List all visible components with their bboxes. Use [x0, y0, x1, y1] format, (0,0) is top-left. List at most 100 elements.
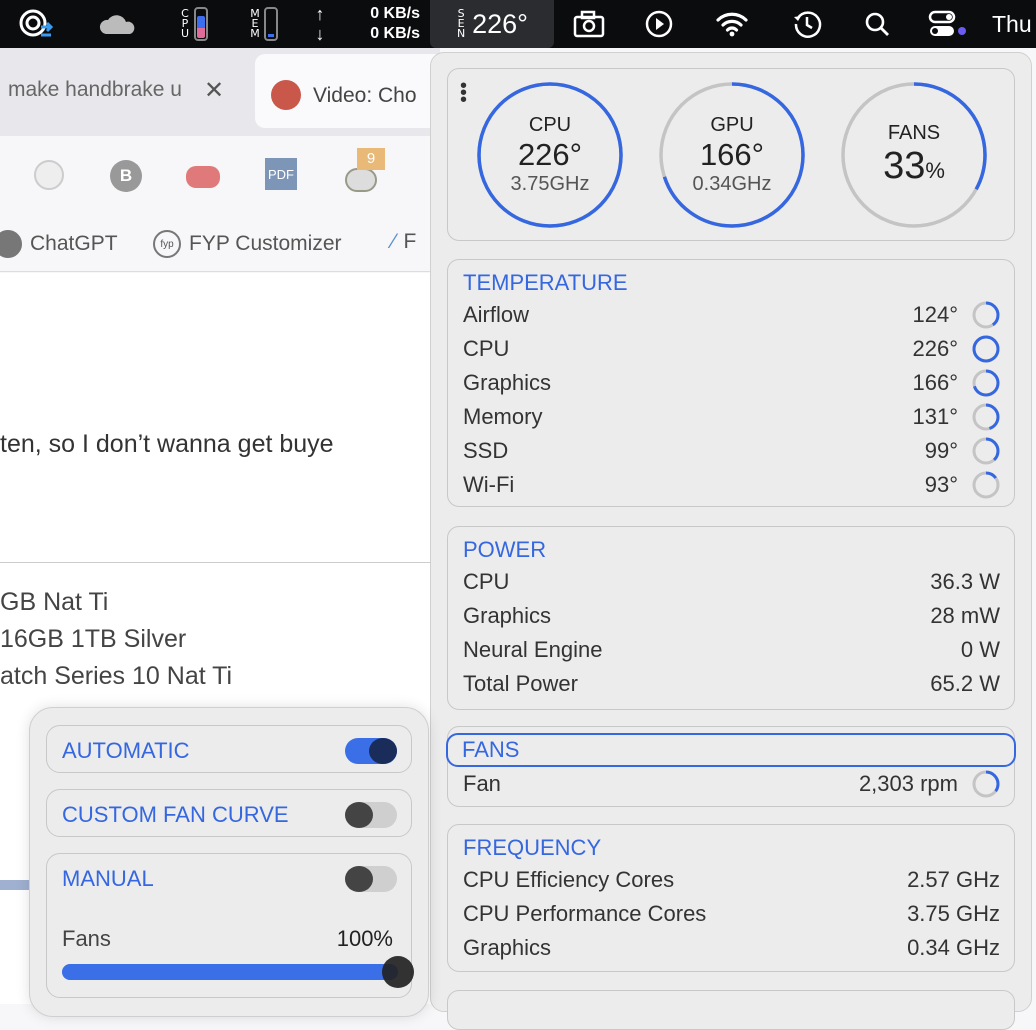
fans-card: FANS Fan 2,303 rpm: [446, 726, 1016, 807]
bookmark-fyp[interactable]: fyp FYP Customizer: [153, 230, 342, 258]
ring-fill: [477, 82, 623, 228]
page-text: atch Series 10 Nat Ti: [0, 662, 233, 690]
fans-slider-fill: [62, 964, 398, 980]
memory-usage-bar: [264, 7, 278, 41]
gpu-gauge-ring: [659, 82, 805, 228]
temperature-card: TEMPERATURE Airflow 124° CPU 226° Graphics 16…: [447, 259, 1015, 507]
custom-fan-curve-mode[interactable]: CUSTOM FAN CURVE: [46, 789, 412, 837]
gauge-sub: 0.34GHz: [692, 173, 772, 195]
ring-fill: [972, 770, 1000, 798]
network-arrows-icon: ↑ ↓: [315, 4, 325, 44]
row-value: 93°: [924, 472, 958, 497]
automatic-mode[interactable]: AUTOMATIC: [46, 725, 412, 773]
divider: [0, 562, 440, 563]
bookmark-chatgpt[interactable]: ChatGPT: [0, 230, 118, 258]
tab-label: Video: Cho: [313, 84, 417, 107]
memory-usage-widget[interactable]: MEM: [242, 0, 286, 48]
power-row: Graphics 28 mW: [448, 599, 1014, 633]
fans-title[interactable]: FANS: [446, 733, 1016, 767]
sensor-value: 226°: [472, 8, 528, 39]
extension-blob-icon[interactable]: [34, 160, 64, 190]
fans-slider-thumb[interactable]: [382, 956, 414, 988]
row-value: 226°: [912, 336, 958, 361]
control-center-icon[interactable]: [924, 0, 968, 48]
page-progress-bar: [0, 880, 40, 890]
wifi-icon[interactable]: [712, 0, 752, 48]
row-value: 65.2 W: [930, 671, 1000, 696]
camera-icon[interactable]: [570, 0, 608, 48]
fans-row: Fan 2,303 rpm: [448, 767, 1014, 801]
frequency-row: CPU Efficiency Cores 2.57 GHz: [448, 863, 1014, 897]
row-value: 2.57 GHz: [907, 867, 1000, 892]
bookmark-label: F: [403, 230, 417, 253]
tab-handbrake[interactable]: make handbrake u: [8, 78, 182, 101]
close-tab-icon[interactable]: ✕: [204, 77, 225, 104]
row-value: 99°: [924, 438, 958, 463]
power-card: POWER CPU 36.3 W Graphics 28 mW Neural Engin…: [447, 526, 1015, 710]
chatgpt-icon: [0, 230, 22, 258]
row-label: Neural Engine: [463, 637, 603, 662]
ring-fill: [841, 82, 987, 228]
expressvpn-icon[interactable]: [186, 166, 220, 188]
row-label: CPU Efficiency Cores: [463, 867, 675, 892]
creative-cloud-sync-icon[interactable]: [14, 0, 60, 48]
extension-b-icon[interactable]: B: [110, 160, 142, 192]
fans-slider-value: 100%: [336, 926, 393, 951]
play-icon[interactable]: [640, 0, 678, 48]
power-row: Neural Engine 0 W: [448, 633, 1014, 667]
clock[interactable]: Thu: [992, 10, 1032, 37]
bookmark-feather-icon: ⁄: [392, 230, 396, 253]
onedrive-icon[interactable]: [96, 0, 140, 48]
time-machine-icon[interactable]: [788, 0, 826, 48]
gpu-gauge[interactable]: GPU 166° 0.34GHz: [658, 81, 806, 229]
row-label: CPU Performance Cores: [463, 901, 707, 926]
bookmark-label: FYP Customizer: [189, 232, 342, 255]
network-speed-widget[interactable]: 0 KB/s 0 KB/s: [350, 0, 420, 48]
bookmark-label: ChatGPT: [30, 232, 118, 255]
ring-fill: [972, 437, 1000, 465]
row-value: 0.34 GHz: [907, 935, 1000, 960]
frequency-card: FREQUENCY CPU Efficiency Cores 2.57 GHz CP…: [447, 824, 1015, 972]
fans-gauge[interactable]: FANS 33%: [840, 81, 988, 229]
more-options-icon[interactable]: • • •: [460, 75, 468, 111]
row-label: Graphics: [463, 603, 552, 628]
search-icon[interactable]: [858, 0, 896, 48]
manual-mode[interactable]: MANUAL Fans 100%: [46, 853, 414, 998]
temperature-title: TEMPERATURE: [463, 270, 628, 295]
bookmark-f[interactable]: ⁄ F: [392, 230, 416, 254]
level-ring-icon: [972, 335, 1000, 363]
row-label: Graphics: [463, 370, 552, 395]
page-text: 16GB 1TB Silver: [0, 625, 187, 653]
row-value: 124°: [912, 302, 958, 327]
ring-fill: [972, 335, 1000, 363]
upload-speed: 0 KB/s: [370, 5, 420, 22]
extension-pdf-icon[interactable]: PDF: [265, 158, 297, 190]
temperature-row: Memory 131°: [448, 400, 1014, 434]
extension-badge: 9: [357, 148, 385, 170]
row-label: Graphics: [463, 935, 552, 960]
fyp-icon: fyp: [153, 230, 181, 258]
temperature-row: SSD 99°: [448, 434, 1014, 468]
row-label: Airflow: [463, 302, 530, 327]
sensei-menu-item[interactable]: SEN 226°: [430, 0, 554, 48]
next-card: [447, 990, 1015, 1030]
manual-toggle[interactable]: [345, 866, 397, 892]
temperature-row: Airflow 124°: [448, 298, 1014, 332]
fan-control-popover: AUTOMATIC CUSTOM FAN CURVE MANUAL Fans 1…: [29, 707, 429, 1017]
extension-badger-icon[interactable]: [345, 168, 377, 192]
row-label: CPU: [463, 569, 510, 594]
fans-slider-label: Fans: [62, 926, 111, 951]
custom-label: CUSTOM FAN CURVE: [62, 802, 289, 827]
fans-slider[interactable]: [62, 956, 414, 988]
cpu-usage-widget[interactable]: CPU: [172, 0, 216, 48]
row-value: 28 mW: [930, 603, 1000, 628]
apple-favicon-icon: [271, 80, 301, 110]
tab-strip: make handbrake u ✕ Video: Cho: [0, 48, 455, 136]
cpu-gauge[interactable]: CPU 226° 3.75GHz: [476, 81, 624, 229]
ring-fill: [972, 403, 1000, 431]
frequency-row: CPU Performance Cores 3.75 GHz: [448, 897, 1014, 931]
automatic-toggle[interactable]: [345, 738, 397, 764]
custom-toggle[interactable]: [345, 802, 397, 828]
tab-video[interactable]: Video: Cho: [255, 54, 455, 128]
sensei-popover: • • • CPU 226° 3.75GHz GPU 166° 0.34GHz FANS 33…: [430, 52, 1032, 1030]
